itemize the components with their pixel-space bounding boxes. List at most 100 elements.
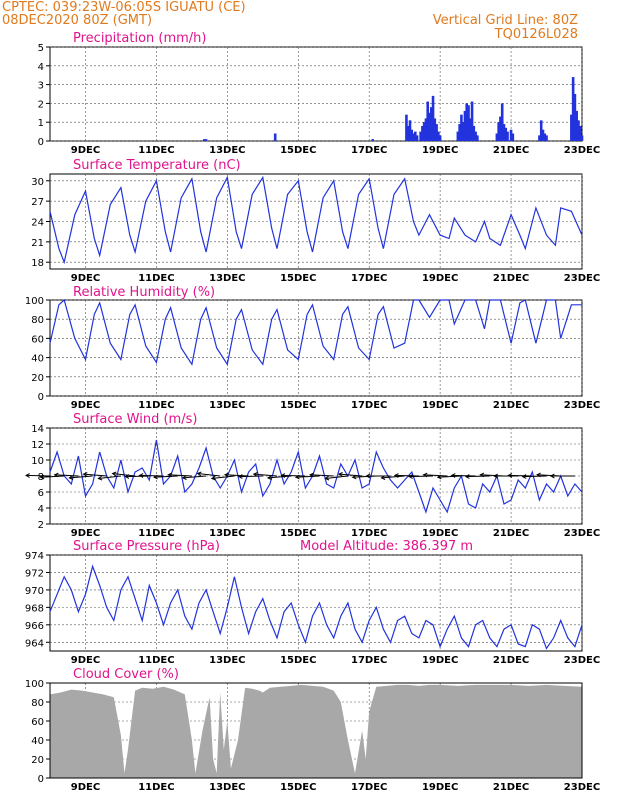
wind-vector-arrow: [294, 474, 320, 480]
temperature-xtick-label: 21DEC: [493, 273, 529, 284]
humidity-ytick-label: 100: [25, 296, 44, 307]
wind-vector-arrow: [167, 472, 192, 478]
pressure-title: Surface Pressure (hPa): [73, 539, 220, 554]
precip-bar: [573, 94, 577, 141]
wind-vector-arrow: [111, 471, 136, 477]
precip-bar: [474, 131, 477, 141]
wind-xtick-label: 19DEC: [422, 528, 458, 539]
humidity-xtick-label: 21DEC: [493, 400, 529, 411]
wind-vector-arrow: [324, 475, 348, 481]
wind-vector-arrow: [97, 475, 121, 481]
wind-vector-arrow: [507, 473, 533, 478]
precip-bar: [502, 124, 506, 141]
precip-bar: [421, 125, 424, 141]
precip-bar: [500, 103, 504, 141]
cloud-xtick-label: 13DEC: [209, 782, 245, 793]
cloud-xtick-label: 17DEC: [351, 782, 387, 793]
precip-bar: [419, 131, 422, 141]
temperature-xtick-label: 19DEC: [422, 273, 458, 284]
humidity-line: [49, 298, 582, 366]
humidity-xtick-label: 15DEC: [280, 400, 316, 411]
precip-bar: [204, 139, 208, 141]
humidity-xtick-label: 19DEC: [422, 400, 458, 411]
precip-bar: [468, 118, 472, 141]
cloud-ytick-label: 40: [31, 736, 44, 747]
cloud-title: Cloud Cover (%): [73, 667, 179, 682]
wind-vector-arrow: [252, 472, 278, 477]
humidity-ytick-label: 80: [31, 315, 44, 326]
wind-vector-arrow: [393, 473, 419, 478]
header-location: CPTEC: 039:23W-06:05S IGUATU (CE): [2, 0, 246, 15]
precip-bar: [511, 133, 515, 141]
humidity-xtick-label: 13DEC: [209, 400, 245, 411]
precip-bar: [431, 95, 435, 141]
pressure-subtitle: Model Altitude: 386.397 m: [300, 539, 473, 554]
wind-vector-arrow: [436, 474, 462, 480]
humidity-ytick-label: 40: [31, 354, 44, 365]
pressure-xtick-label: 13DEC: [209, 655, 245, 666]
precip-bar: [570, 114, 573, 141]
wind-ytick-label: 10: [31, 456, 44, 467]
precip-bar: [571, 77, 575, 141]
precip-bar: [577, 120, 580, 141]
precip-xtick-label: 21DEC: [493, 145, 529, 156]
wind-vector-arrow: [68, 475, 93, 480]
wind-vector-arrow: [337, 472, 363, 477]
header-model-id: TQ0126L028: [494, 27, 578, 42]
wind-title: Surface Wind (m/s): [73, 412, 197, 427]
panels-container: 9DEC 11DEC 13DEC 15DEC 17DEC 19DEC 21DEC 23DEC 0…: [25, 31, 600, 793]
wind-vector-arrow: [25, 473, 51, 478]
precip-xtick-label: 15DEC: [280, 145, 316, 156]
wind-vector-arrow: [181, 475, 207, 480]
temperature-xtick-label: 23DEC: [564, 273, 600, 284]
header-grid-line: Vertical Grid Line: 80Z: [433, 13, 578, 28]
cloud-xtick-label: 19DEC: [422, 782, 458, 793]
humidity-ytick-label: 0: [38, 392, 44, 403]
precip-bar: [580, 135, 584, 141]
wind-xtick-label: 23DEC: [564, 528, 600, 539]
precip-bar: [465, 103, 469, 141]
wind-line: [49, 439, 583, 514]
precip-bar: [506, 131, 509, 141]
pressure-frame: [49, 554, 583, 652]
humidity-ytick-label: 20: [31, 373, 44, 384]
precip-bar: [472, 125, 476, 141]
humidity-title: Relative Humidity (%): [73, 285, 215, 300]
temperature-ytick-label: 30: [31, 177, 44, 188]
wind-vector-arrow: [210, 475, 235, 481]
cloud-ytick-label: 80: [31, 698, 44, 709]
precip-bar: [437, 131, 440, 141]
cloud-ytick-label: 100: [25, 679, 44, 690]
pressure-ytick-label: 972: [25, 568, 44, 579]
wind-xtick-label: 9DEC: [71, 528, 100, 539]
wind-xtick-label: 15DEC: [280, 528, 316, 539]
pressure-ytick-label: 968: [25, 603, 44, 614]
precip-bar: [414, 131, 417, 141]
pressure-ytick-label: 966: [25, 621, 44, 632]
precip-ytick-label: 5: [38, 43, 44, 54]
wind-ytick-label: 12: [31, 440, 44, 451]
temperature-xtick-label: 15DEC: [280, 273, 316, 284]
wind-vector-arrow: [450, 473, 476, 478]
temperature-xtick-label: 9DEC: [71, 273, 100, 284]
wind-vector-arrow: [280, 473, 306, 478]
temperature-ytick-label: 24: [31, 218, 44, 229]
precip-bar: [428, 112, 431, 141]
humidity-xtick-label: 9DEC: [71, 400, 100, 411]
pressure-xtick-label: 19DEC: [422, 655, 458, 666]
wind-xtick-label: 21DEC: [493, 528, 529, 539]
temperature-line: [49, 175, 583, 265]
precip-bar: [539, 120, 543, 141]
wind-vector-arrow: [464, 474, 490, 479]
humidity-xtick-label: 23DEC: [564, 400, 600, 411]
humidity-ytick-label: 60: [31, 334, 44, 345]
wind-xtick-label: 11DEC: [138, 528, 174, 539]
humidity-xtick-label: 11DEC: [138, 400, 174, 411]
precip-bar: [504, 127, 508, 141]
precip-bar: [538, 135, 541, 141]
precip-bar: [461, 122, 465, 141]
precip-bar: [575, 110, 578, 141]
precip-bar: [410, 129, 414, 141]
pressure-xtick-label: 23DEC: [564, 655, 600, 666]
wind-vector-arrow: [408, 474, 434, 479]
